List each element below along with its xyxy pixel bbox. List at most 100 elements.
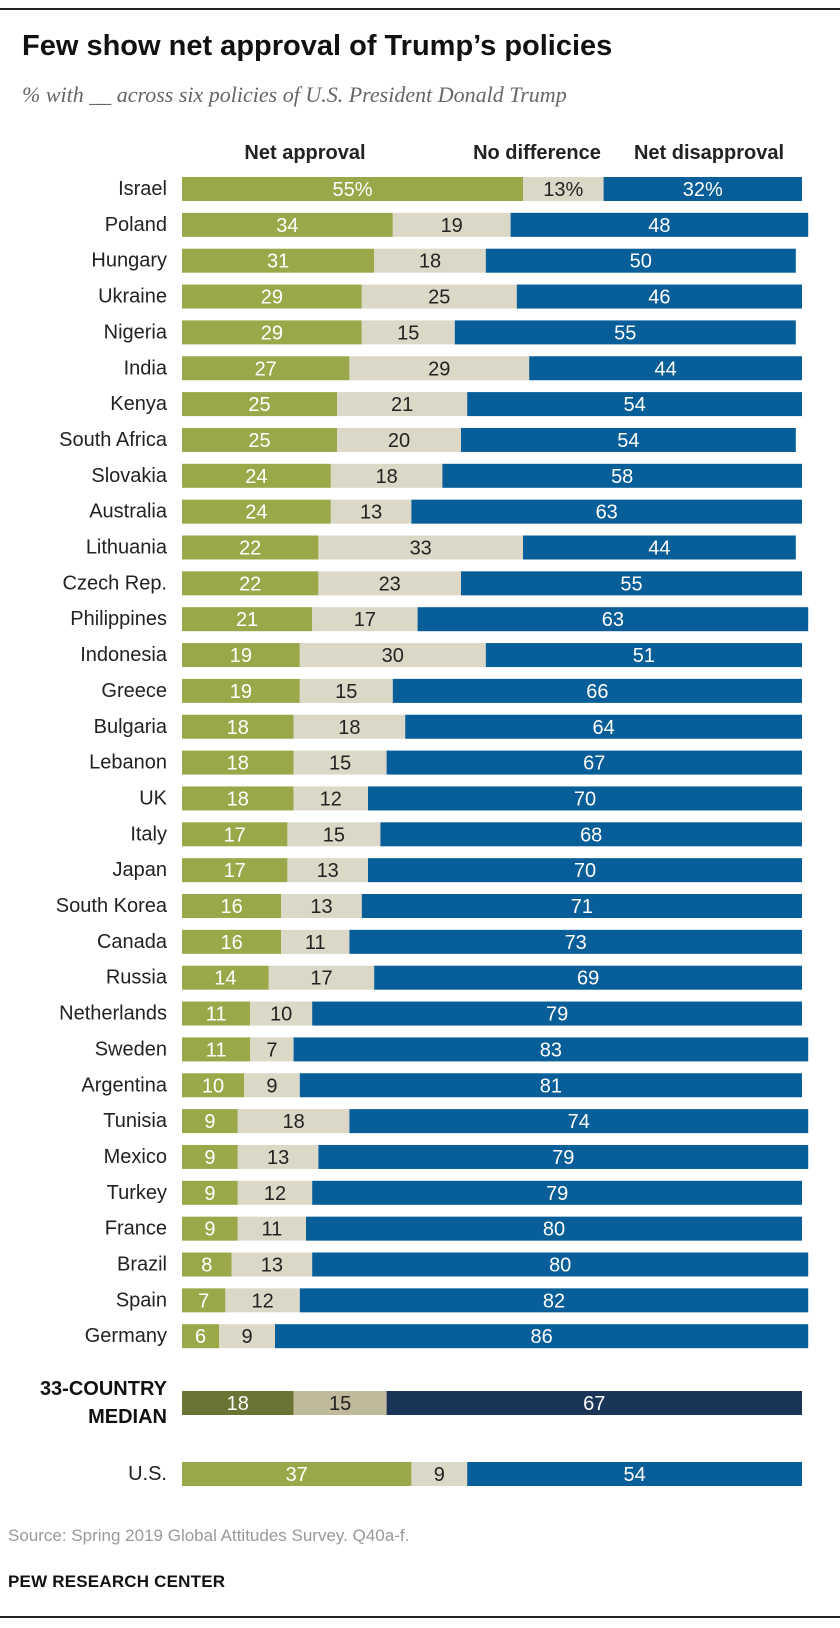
bar-approval-greece [182,678,300,703]
bar-approval-lebanon [182,750,294,775]
bar-no-difference-poland [392,212,511,237]
value-label-disapproval-india: 44 [654,358,676,380]
legend-no-difference: No difference [473,142,601,164]
country-label-south-africa: South Africa [59,429,168,451]
value-label-no-difference-france: 11 [262,1219,283,1241]
country-label-ukraine: Ukraine [98,286,167,308]
value-label-approval-south-africa: 25 [248,430,270,452]
bar-no-difference-nigeria [361,320,455,345]
bar-approval-mexico [182,1144,238,1169]
value-label-disapproval-argentina: 81 [540,1075,562,1097]
value-label-approval-median: 18 [227,1393,249,1415]
country-label-brazil: Brazil [117,1254,167,1276]
value-label-disapproval-bulgaria: 64 [592,717,614,739]
bar-disapproval-turkey [312,1180,802,1205]
value-label-disapproval-slovakia: 58 [611,466,633,488]
bottom-rule [0,1616,840,1618]
bar-approval-indonesia [182,643,300,668]
value-label-approval-sweden: 11 [206,1039,227,1061]
bar-no-difference-australia [330,499,412,524]
value-label-approval-japan: 17 [224,860,246,882]
value-label-approval-south-korea: 16 [220,896,242,918]
bar-disapproval-israel [603,177,802,201]
country-label-israel: Israel [118,178,167,200]
source-note: Source: Spring 2019 Global Attitudes Sur… [8,1526,410,1545]
bar-disapproval-tunisia [349,1109,809,1134]
value-label-approval-israel: 55% [332,179,372,201]
value-label-disapproval-south-korea: 71 [571,896,593,918]
value-label-no-difference-us: 9 [434,1464,445,1486]
bar-approval-argentina [182,1073,244,1098]
value-label-no-difference-nigeria: 15 [397,322,419,344]
bar-approval-poland [182,212,393,237]
value-label-no-difference-median: 15 [329,1393,351,1415]
value-label-disapproval-france: 80 [543,1219,565,1241]
bar-disapproval-spain [299,1288,809,1313]
bar-disapproval-mexico [318,1144,809,1169]
value-label-disapproval-italy: 68 [580,824,602,846]
bar-approval-netherlands [182,1001,251,1026]
bar-disapproval-hungary [485,248,796,273]
value-label-no-difference-slovakia: 18 [375,466,397,488]
value-label-approval-germany: 6 [195,1326,206,1348]
median-label-line-1: 33-COUNTRY [40,1378,168,1400]
bar-disapproval-lebanon [386,750,802,775]
bar-disapproval-australia [411,499,802,524]
bar-disapproval-us [467,1462,802,1486]
bar-no-difference-russia [268,965,375,990]
value-label-no-difference-greece: 15 [335,681,357,703]
bar-no-difference-lithuania [318,535,523,560]
value-label-no-difference-tunisia: 18 [282,1111,304,1133]
bar-no-difference-turkey [237,1180,313,1205]
value-label-no-difference-canada: 11 [305,932,326,954]
bar-approval-bulgaria [182,714,294,739]
value-label-approval-lithuania: 22 [239,538,261,560]
country-label-slovakia: Slovakia [91,465,167,487]
value-label-approval-philippines: 21 [236,609,258,631]
bar-disapproval-india [529,356,802,381]
bar-disapproval-south-korea [361,894,802,918]
value-label-approval-spain: 7 [198,1290,209,1312]
value-label-disapproval-philippines: 63 [602,609,624,631]
country-label-japan: Japan [113,859,168,881]
bar-no-difference-greece [299,678,393,703]
country-label-indonesia: Indonesia [80,644,168,666]
value-label-no-difference-sweden: 7 [266,1039,277,1061]
bar-no-difference-philippines [312,607,418,632]
median-label-line-2: MEDIAN [88,1406,167,1428]
value-label-approval-czech-rep: 22 [239,573,261,595]
bar-no-difference-kenya [337,392,468,417]
value-label-disapproval-israel: 32% [683,179,723,201]
value-label-no-difference-poland: 19 [441,215,463,237]
bar-disapproval-france [306,1216,802,1241]
bar-no-difference-israel [523,177,604,201]
bar-disapproval-italy [380,822,802,847]
country-label-australia: Australia [89,501,168,523]
chart-subtitle: % with __ across six policies of U.S. Pr… [22,82,567,107]
value-label-disapproval-netherlands: 79 [546,1004,568,1026]
value-label-approval-turkey: 9 [204,1183,215,1205]
value-label-approval-tunisia: 9 [204,1111,215,1133]
country-label-uk: UK [139,787,167,809]
value-label-no-difference-indonesia: 30 [382,645,404,667]
bar-no-difference-germany [219,1324,275,1349]
bar-approval-philippines [182,607,313,632]
value-label-no-difference-india: 29 [428,358,450,380]
value-label-approval-russia: 14 [214,968,236,990]
bar-approval-uk [182,786,294,811]
bar-no-difference-hungary [374,248,486,273]
brand-label: PEW RESEARCH CENTER [8,1572,226,1591]
bar-approval-brazil [182,1252,232,1277]
value-label-no-difference-spain: 12 [251,1290,273,1312]
bar-disapproval-nigeria [454,320,796,345]
value-label-approval-nigeria: 29 [261,322,283,344]
value-label-approval-bulgaria: 18 [227,717,249,739]
country-label-russia: Russia [106,967,168,989]
value-label-disapproval-japan: 70 [574,860,596,882]
value-label-no-difference-bulgaria: 18 [338,717,360,739]
country-label-poland: Poland [105,214,167,236]
bar-no-difference-italy [287,822,381,847]
value-label-approval-poland: 34 [276,215,298,237]
country-label-hungary: Hungary [91,250,167,272]
value-label-no-difference-mexico: 13 [267,1147,289,1169]
